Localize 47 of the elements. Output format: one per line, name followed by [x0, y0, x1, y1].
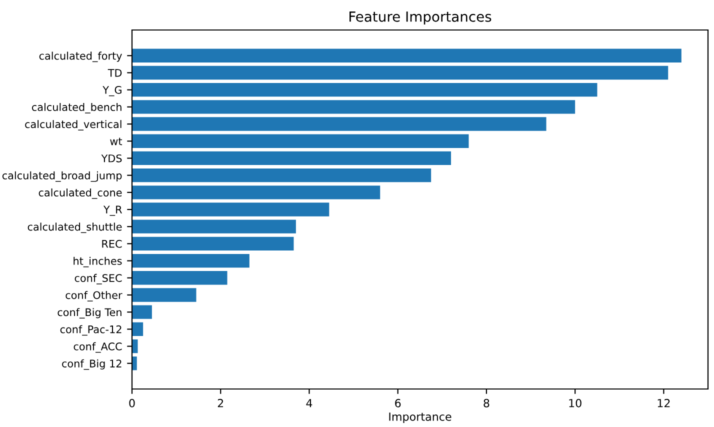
y-tick-label: conf_SEC: [74, 274, 122, 284]
y-tick-label: calculated_vertical: [25, 120, 122, 130]
y-tick-label: calculated_shuttle: [28, 222, 122, 234]
bar: [132, 339, 138, 354]
bar: [132, 82, 598, 97]
x-tick-label: 6: [395, 398, 401, 408]
bar: [132, 186, 380, 200]
bar: [132, 48, 682, 62]
y-tick-label: wt: [110, 138, 122, 146]
y-tick-label: calculated_broad_jump: [2, 171, 122, 182]
bar: [132, 220, 296, 234]
y-tick-label: conf_ACC: [74, 342, 122, 353]
x-tick-label: 8: [484, 398, 490, 408]
y-tick-label: REC: [102, 240, 122, 248]
x-tick-label: 10: [569, 398, 582, 408]
bar: [132, 288, 196, 302]
bar: [132, 168, 432, 182]
bar: [132, 100, 576, 114]
y-tick-label: calculated_cone: [38, 188, 122, 199]
y-tick-label: Y_G: [102, 86, 122, 96]
x-tick-label: 4: [306, 399, 312, 408]
bar: [132, 117, 546, 131]
y-tick-label: calculated_forty: [39, 52, 122, 62]
y-tick-label: Y_R: [103, 206, 122, 216]
bar: [132, 66, 668, 80]
bar: [132, 322, 144, 336]
x-tick-label: 12: [658, 398, 670, 408]
bar: [132, 236, 294, 251]
bar: [132, 271, 228, 285]
bar: [132, 202, 330, 216]
y-tick-label: conf_Big 12: [62, 359, 122, 370]
y-tick-label: conf_Other: [66, 291, 122, 302]
y-tick-label: calculated_bench: [32, 102, 122, 114]
y-tick-label: ht_inches: [74, 256, 122, 268]
bar: [132, 134, 469, 148]
y-tick-label: TD: [108, 69, 122, 77]
bar: [132, 151, 452, 166]
y-tick-label: conf_Pac-12: [60, 325, 122, 336]
x-tick-label: 0: [129, 398, 135, 408]
bar: [132, 254, 250, 268]
chart-title: Feature Importances: [350, 12, 492, 25]
y-tick-label: conf_Big Ten: [58, 308, 122, 318]
x-tick-label: 2: [218, 398, 224, 408]
y-tick-label: YDS: [101, 154, 122, 162]
bar: [132, 305, 152, 319]
bar: [132, 356, 137, 370]
x-axis-title: Importance: [389, 412, 452, 424]
